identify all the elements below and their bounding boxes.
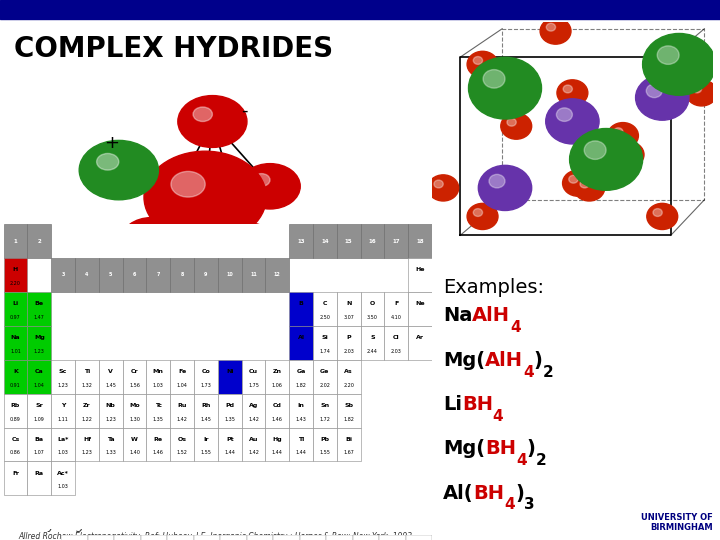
Text: BH: BH (474, 483, 505, 503)
Text: BH: BH (485, 439, 516, 458)
Text: 3: 3 (524, 497, 534, 512)
Circle shape (134, 227, 151, 240)
Circle shape (178, 96, 247, 147)
Text: 4: 4 (523, 364, 534, 380)
Circle shape (253, 173, 270, 186)
Text: Al(: Al( (443, 483, 474, 503)
Text: Li: Li (443, 395, 462, 414)
Text: Na: Na (443, 306, 472, 326)
Text: UNIVERSITY OF
BIRMINGHAM: UNIVERSITY OF BIRMINGHAM (641, 512, 713, 532)
Circle shape (193, 107, 212, 122)
Text: -: - (241, 102, 248, 120)
Text: 2: 2 (536, 453, 546, 468)
Text: 4: 4 (492, 409, 503, 424)
Text: 4: 4 (516, 453, 526, 468)
Circle shape (171, 171, 205, 197)
Circle shape (240, 164, 300, 209)
Circle shape (121, 218, 181, 263)
Text: ): ) (515, 483, 524, 503)
Text: www.hydrogen.bham.ac.uk: www.hydrogen.bham.ac.uk (7, 519, 178, 532)
Text: +: + (104, 134, 119, 152)
Circle shape (218, 223, 279, 268)
Bar (0, 0, 720, 19)
Circle shape (231, 233, 248, 246)
Circle shape (96, 153, 119, 170)
Text: Examples:: Examples: (443, 278, 544, 297)
Text: AlH: AlH (472, 306, 510, 326)
Text: Mg(: Mg( (443, 350, 485, 370)
Text: AlH: AlH (485, 350, 523, 370)
Text: BH: BH (462, 395, 492, 414)
Text: ): ) (526, 439, 536, 458)
Circle shape (79, 140, 158, 200)
Text: ): ) (534, 350, 542, 370)
Text: 4: 4 (510, 320, 521, 335)
Circle shape (144, 151, 266, 243)
Text: 2: 2 (542, 364, 553, 380)
Text: COMPLEX HYDRIDES: COMPLEX HYDRIDES (14, 35, 333, 63)
Text: 4: 4 (505, 497, 515, 512)
Text: Mg(: Mg( (443, 439, 485, 458)
Text: Allred Rochow Electronegativity  Ref: Huheey, J.E. Inorganic Chemistry ; Harper : Allred Rochow Electronegativity Ref: Huh… (18, 532, 412, 540)
